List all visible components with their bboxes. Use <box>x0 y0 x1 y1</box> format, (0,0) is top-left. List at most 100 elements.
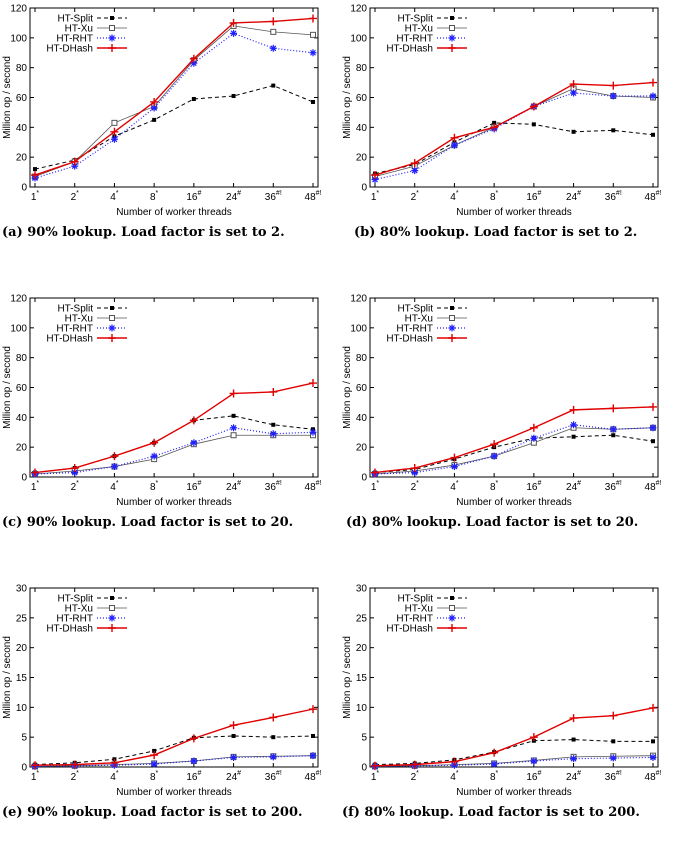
data-point <box>309 428 317 436</box>
x-tick-sup: * <box>116 190 119 197</box>
series-line <box>374 707 654 767</box>
data-point <box>571 129 576 134</box>
x-tick-base: 24 <box>226 192 238 203</box>
y-tick-label: 60 <box>16 93 28 104</box>
data-point <box>230 29 238 37</box>
x-tick-base: 24 <box>566 772 578 783</box>
x-tick-sup: * <box>416 480 419 487</box>
x-tick-base: 24 <box>566 192 578 203</box>
series-ht-dhash <box>31 379 317 477</box>
x-tick-sup: * <box>76 770 79 777</box>
series-line <box>374 755 654 767</box>
y-tick-label: 100 <box>350 33 367 44</box>
series-line <box>374 434 654 474</box>
data-point <box>609 81 618 90</box>
x-tick-base: 8 <box>150 192 156 203</box>
x-tick-label: 36#! <box>605 770 622 783</box>
legend-marker <box>109 605 115 611</box>
y-tick-label: 10 <box>16 703 28 714</box>
x-tick-base: 16 <box>186 192 198 203</box>
data-point <box>31 171 39 180</box>
legend-marker <box>108 614 116 622</box>
x-tick-sup: * <box>36 770 39 777</box>
data-point <box>33 167 37 172</box>
data-point <box>190 439 198 447</box>
x-tick-sup: * <box>156 480 159 487</box>
legend-marker <box>449 605 455 611</box>
data-point <box>110 127 119 136</box>
x-tick-sup: #! <box>316 770 322 777</box>
x-tick-base: 36 <box>265 192 277 203</box>
data-point <box>189 54 198 63</box>
data-point <box>229 389 238 398</box>
x-tick-sup: * <box>116 770 119 777</box>
x-tick-label: 48#! <box>645 190 662 203</box>
legend-label: HT-Split <box>57 594 93 605</box>
legend-marker <box>110 16 114 20</box>
y-tick-label: 100 <box>10 323 27 334</box>
x-tick-sup: #! <box>656 480 662 487</box>
data-point <box>492 120 497 125</box>
data-point <box>411 167 419 175</box>
y-tick-label: 120 <box>10 294 27 305</box>
x-tick-label: 48#! <box>645 480 662 493</box>
x-tick-label: 16# <box>526 480 541 493</box>
x-tick-base: 48 <box>645 192 657 203</box>
data-point <box>569 80 578 89</box>
data-point <box>490 748 499 757</box>
y-tick-label: 0 <box>361 183 367 194</box>
x-tick-sup: # <box>237 770 241 777</box>
data-point <box>110 463 118 471</box>
data-point <box>410 159 419 168</box>
x-tick-sup: # <box>197 480 201 487</box>
data-point <box>71 469 79 477</box>
series-line <box>34 708 314 766</box>
x-tick-base: 2 <box>71 192 77 203</box>
x-tick-label: 48#! <box>305 480 322 493</box>
data-point <box>571 434 576 439</box>
y-tick-label: 120 <box>350 294 367 305</box>
chart-caption: (b) 80% lookup. Load factor is set to 2. <box>354 225 638 240</box>
y-tick-label: 5 <box>361 733 367 744</box>
x-tick-sup: * <box>376 190 379 197</box>
y-tick-label: 15 <box>16 673 28 684</box>
series-ht-dhash <box>371 78 657 180</box>
x-tick-sup: # <box>237 480 241 487</box>
data-point <box>410 464 419 473</box>
legend-marker <box>108 34 116 42</box>
x-tick-sup: #! <box>316 190 322 197</box>
series-line <box>374 406 654 474</box>
x-tick-label: 8* <box>490 190 499 203</box>
legend-label: HT-Split <box>397 14 433 25</box>
legend-marker <box>108 324 116 332</box>
data-point <box>190 59 198 67</box>
chart-caption: (e) 90% lookup. Load factor is set to 20… <box>2 805 303 820</box>
x-tick-sup: # <box>537 480 541 487</box>
x-tick-base: 2 <box>411 772 417 783</box>
chart-caption: (f) 80% lookup. Load factor is set to 20… <box>342 805 640 820</box>
series-line <box>34 735 314 766</box>
x-tick-label: 2* <box>411 770 420 783</box>
x-tick-sup: #! <box>276 480 282 487</box>
x-tick-label: 8* <box>150 770 159 783</box>
data-point <box>150 452 158 460</box>
x-tick-base: 16 <box>186 482 198 493</box>
legend-marker <box>110 596 114 600</box>
series-line <box>34 427 314 475</box>
x-tick-sup: # <box>577 770 581 777</box>
x-tick-label: 1* <box>371 770 380 783</box>
x-tick-sup: # <box>537 190 541 197</box>
x-tick-sup: # <box>197 190 201 197</box>
x-tick-sup: # <box>577 480 581 487</box>
data-point <box>570 755 578 763</box>
data-point <box>191 96 196 101</box>
x-tick-label: 1* <box>31 190 40 203</box>
x-tick-label: 8* <box>490 480 499 493</box>
series-line <box>374 122 654 175</box>
data-point <box>231 413 236 418</box>
legend-marker <box>450 16 454 20</box>
data-point <box>231 733 236 738</box>
x-tick-label: 4* <box>110 480 119 493</box>
